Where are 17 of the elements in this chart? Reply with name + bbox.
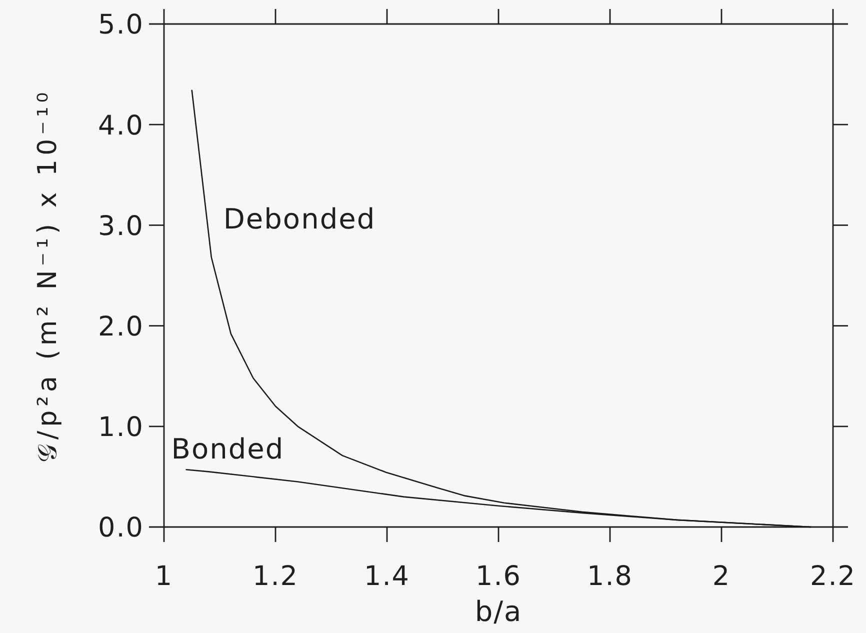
y-tick-label: 3.0	[98, 210, 144, 242]
x-tick-label: 1.2	[252, 561, 298, 592]
y-tick-label: 5.0	[98, 10, 144, 41]
x-tick-label: 1.4	[364, 561, 410, 592]
y-tick-label: 2.0	[98, 312, 144, 343]
x-tick-label: 1.8	[587, 561, 633, 592]
x-tick-label: 2.2	[810, 561, 856, 592]
x-tick-label: 1	[154, 561, 174, 592]
y-tick-label: 0.0	[98, 512, 144, 544]
y-tick-label: 4.0	[98, 110, 144, 142]
legend-label: Debonded	[223, 202, 376, 236]
x-tick-label: 2	[712, 561, 731, 592]
y-tick-label: 1.0	[98, 412, 144, 444]
x-tick-label: 1.6	[476, 561, 522, 592]
x-axis-title: b/a	[474, 595, 522, 628]
series-label: Bonded	[171, 432, 284, 466]
y-axis-title: 𝒢/p²a (m² N⁻¹) x 10⁻¹⁰	[33, 88, 63, 463]
